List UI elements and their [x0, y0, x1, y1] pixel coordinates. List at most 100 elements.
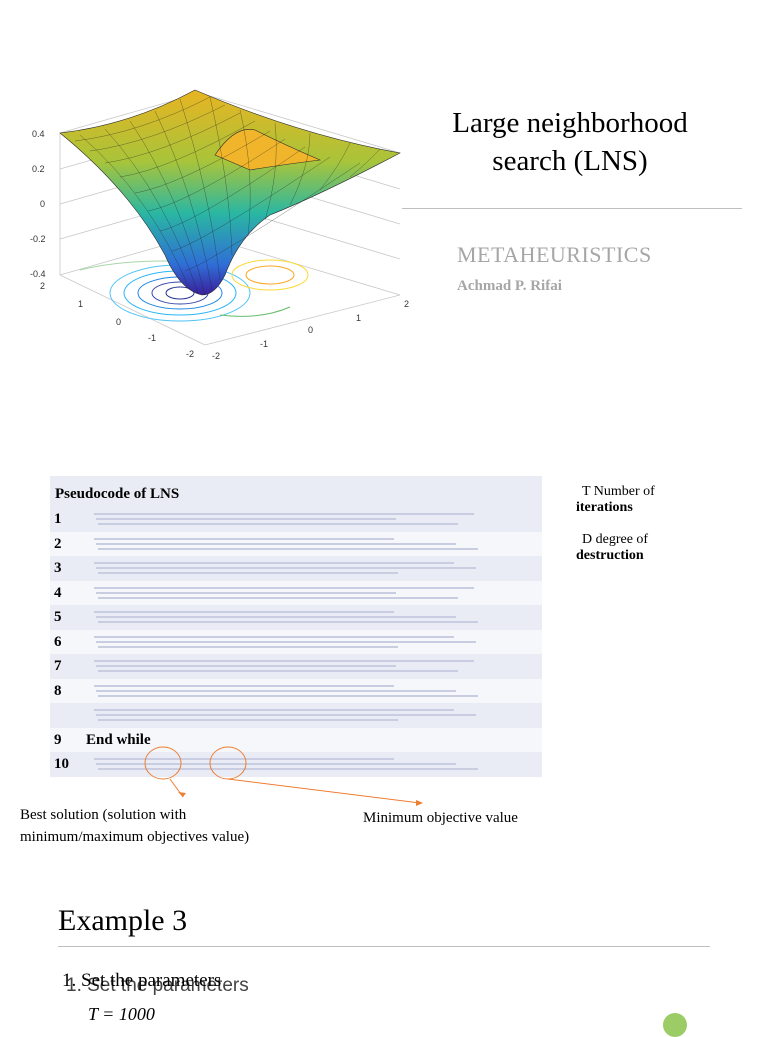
- example-heading: Example 3: [58, 904, 188, 937]
- note-line: Best solution (solution with: [20, 807, 187, 823]
- illegible-text: [96, 763, 456, 765]
- y-tick: -1: [148, 333, 156, 343]
- z-tick: 0: [40, 199, 45, 209]
- illegible-text: [98, 694, 478, 697]
- title-line: search (LNS): [492, 145, 648, 177]
- illegible-text: [94, 562, 454, 564]
- line-number: 10: [54, 756, 69, 772]
- min-objective-note: Minimum objective value: [363, 810, 518, 826]
- illegible-text: [96, 714, 476, 716]
- table-row: 1: [50, 507, 542, 532]
- table-row: 3: [50, 556, 542, 581]
- table-row: 10: [50, 752, 542, 777]
- code-cell: End while: [86, 728, 542, 753]
- divider: [402, 208, 742, 209]
- z-tick: 0.4: [32, 129, 45, 139]
- line-number: 2: [54, 535, 62, 552]
- line-number: [50, 703, 86, 728]
- code-cell: [86, 556, 542, 581]
- illegible-text: [98, 523, 458, 525]
- y-tick: 2: [40, 281, 45, 291]
- param-note-destruction: D degree of destruction: [576, 532, 648, 564]
- illegible-text: [94, 684, 394, 687]
- parameter-T: T = 1000: [88, 1004, 155, 1024]
- table-row: 7: [50, 654, 542, 679]
- y-tick: 1: [78, 299, 83, 309]
- illegible-text: [98, 572, 398, 574]
- x-tick: 0: [308, 325, 313, 335]
- illegible-text: [94, 611, 394, 613]
- line-number: 1: [54, 511, 62, 527]
- illegible-text: [94, 537, 394, 540]
- illegible-text: [96, 567, 476, 569]
- line-number: 8: [54, 682, 62, 699]
- illegible-text: [98, 645, 398, 648]
- illegible-text: [94, 635, 454, 638]
- z-tick: -0.2: [30, 234, 46, 244]
- illegible-text: [94, 586, 474, 589]
- code-cell: [86, 703, 542, 728]
- line-number: 3: [54, 560, 62, 576]
- illegible-text: [94, 758, 394, 760]
- author-name: Achmad P. Rifai: [457, 278, 562, 294]
- surface-plot-image: 0.4 0.2 0 -0.2 -0.4 2 1 0 -1 -2 -2 -1 0 …: [30, 89, 409, 361]
- arrow-head: [416, 800, 423, 806]
- illegible-text: [96, 665, 396, 667]
- illegible-text: [98, 670, 458, 672]
- illegible-text: [94, 660, 474, 662]
- arrow-head: [178, 792, 186, 797]
- illegible-text: [96, 542, 456, 545]
- code-cell: [86, 532, 542, 557]
- illegible-text: [94, 709, 454, 711]
- table-row: [50, 703, 542, 728]
- line-number: 4: [54, 584, 62, 601]
- code-cell: [86, 654, 542, 679]
- pseudocode-table: Pseudocode of LNS 1 2 3 4 5 6 7 8 9 End while 10: [50, 476, 542, 777]
- code-cell: [86, 752, 542, 777]
- code-cell: [86, 630, 542, 655]
- code-cell: [86, 679, 542, 704]
- best-solution-note: Best solution (solution with minimum/max…: [20, 804, 249, 848]
- illegible-text: [98, 596, 458, 599]
- line-number: 5: [54, 609, 62, 625]
- slide-subtitle: METAHEURISTICS: [457, 242, 652, 267]
- note-line: iterations: [576, 500, 633, 515]
- illegible-text: [98, 547, 478, 550]
- slide-title: Large neighborhood search (LNS): [420, 104, 720, 180]
- illegible-text: [96, 591, 396, 594]
- table-row: 9 End while: [50, 727, 542, 753]
- table-row: 4: [50, 580, 542, 606]
- x-tick: -1: [260, 339, 268, 349]
- code-text: End while: [86, 731, 151, 748]
- z-tick: 0.2: [32, 164, 45, 174]
- arrow-line: [227, 778, 421, 804]
- green-dot-icon: [663, 1013, 687, 1037]
- step-text: 1. Set the parameters: [62, 970, 222, 991]
- z-tick: -0.4: [30, 269, 46, 279]
- title-line: Large neighborhood: [452, 107, 688, 139]
- x-tick: 1: [356, 313, 361, 323]
- note-line: minimum/maximum objectives value): [20, 829, 250, 845]
- illegible-text: [96, 689, 456, 692]
- note-line: destruction: [576, 548, 644, 563]
- code-cell: [86, 605, 542, 630]
- illegible-text: [98, 768, 478, 770]
- illegible-text: [98, 719, 398, 721]
- code-cell: [86, 581, 542, 606]
- y-tick: 0: [116, 317, 121, 327]
- table-row: 2: [50, 531, 542, 557]
- x-tick: 2: [404, 299, 409, 309]
- table-row: 5: [50, 605, 542, 630]
- table-row: 8: [50, 678, 542, 704]
- arrow-line: [169, 778, 184, 798]
- code-cell: [86, 507, 542, 532]
- illegible-text: [94, 513, 474, 515]
- table-title: Pseudocode of LNS: [50, 476, 542, 507]
- table-row: 6: [50, 629, 542, 655]
- x-tick: -2: [212, 351, 220, 361]
- illegible-text: [96, 616, 456, 618]
- param-note-iterations: T Number of iterations: [576, 484, 655, 516]
- note-line: D degree of: [582, 532, 649, 547]
- line-number: 6: [54, 633, 62, 650]
- illegible-text: [98, 621, 478, 623]
